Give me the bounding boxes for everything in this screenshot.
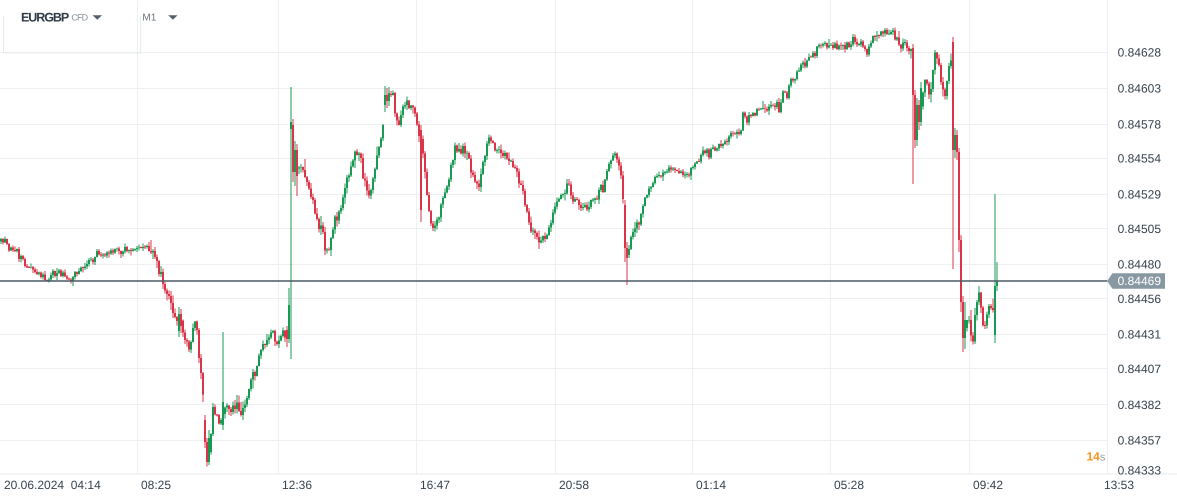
svg-text:EURGBP: EURGBP xyxy=(21,11,69,25)
svg-text:0.84407: 0.84407 xyxy=(1118,362,1162,376)
svg-text:20.06.2024 04:14: 20.06.2024 04:14 xyxy=(4,478,101,492)
svg-text:0.84603: 0.84603 xyxy=(1118,82,1162,96)
svg-text:0.84529: 0.84529 xyxy=(1118,187,1162,201)
svg-text:0.84554: 0.84554 xyxy=(1118,152,1162,166)
svg-text:0.84382: 0.84382 xyxy=(1118,398,1162,412)
svg-text:14s: 14s xyxy=(1087,450,1106,464)
svg-text:0.84357: 0.84357 xyxy=(1118,434,1162,448)
svg-text:0.84456: 0.84456 xyxy=(1118,292,1162,306)
svg-text:13:53: 13:53 xyxy=(1104,478,1134,492)
svg-text:CFD: CFD xyxy=(71,13,88,23)
svg-text:12:36: 12:36 xyxy=(282,478,312,492)
svg-text:0.84469: 0.84469 xyxy=(1118,274,1162,288)
svg-text:05:28: 05:28 xyxy=(834,478,864,492)
svg-text:08:25: 08:25 xyxy=(141,478,171,492)
svg-text:0.84628: 0.84628 xyxy=(1118,46,1162,60)
svg-text:0.84505: 0.84505 xyxy=(1118,222,1162,236)
svg-text:M1: M1 xyxy=(142,13,156,24)
svg-text:16:47: 16:47 xyxy=(420,478,450,492)
svg-text:0.84333: 0.84333 xyxy=(1118,464,1162,478)
svg-text:01:14: 01:14 xyxy=(696,478,726,492)
svg-text:0.84578: 0.84578 xyxy=(1118,117,1162,131)
svg-text:09:42: 09:42 xyxy=(973,478,1003,492)
svg-text:20:58: 20:58 xyxy=(559,478,589,492)
svg-text:0.84431: 0.84431 xyxy=(1118,328,1162,342)
svg-text:0.84480: 0.84480 xyxy=(1118,258,1162,272)
